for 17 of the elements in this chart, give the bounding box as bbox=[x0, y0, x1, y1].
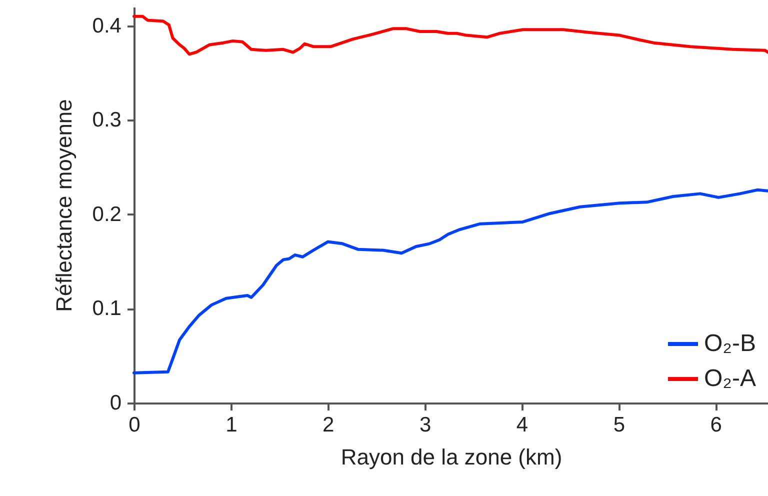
legend-label: O₂-B bbox=[704, 330, 756, 357]
legend-label: O₂-A bbox=[704, 365, 756, 392]
x-tick-label: 2 bbox=[322, 414, 334, 436]
y-tick-label: 0.1 bbox=[92, 297, 122, 320]
y-tick-label: 0.4 bbox=[92, 14, 122, 38]
x-tick-label: 6 bbox=[710, 414, 722, 436]
x-tick-label: 5 bbox=[613, 414, 626, 436]
x-tick-label: 0 bbox=[128, 414, 140, 436]
x-tick-label: 4 bbox=[516, 414, 528, 436]
x-tick-label: 3 bbox=[419, 414, 432, 436]
x-tick-label: 1 bbox=[226, 414, 238, 436]
y-axis-title: Réflectance moyenne bbox=[51, 99, 76, 312]
y-tick-label: 0 bbox=[110, 392, 122, 414]
x-axis-title: Rayon de la zone (km) bbox=[340, 444, 562, 470]
line-series bbox=[132, 14, 768, 56]
y-tick-label: 0.3 bbox=[92, 108, 122, 132]
y-tick-label: 0.2 bbox=[92, 202, 122, 226]
